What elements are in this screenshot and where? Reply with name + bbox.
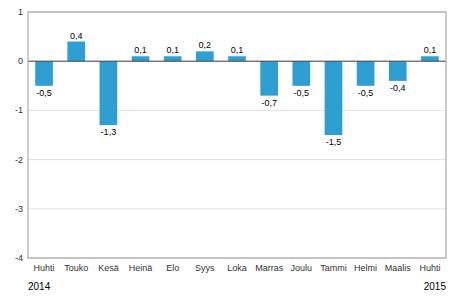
data-label: -1,5: [326, 137, 342, 147]
y-tick-label: -2: [15, 155, 23, 165]
data-label: -0,7: [261, 98, 277, 108]
bar: [421, 56, 439, 61]
bar: [67, 42, 85, 62]
annotation: 2014: [28, 281, 51, 292]
data-label: -0,5: [294, 88, 310, 98]
x-tick-label: Maalis: [385, 263, 412, 273]
grid-line: [28, 159, 446, 160]
data-label: 0,4: [70, 31, 83, 41]
x-tick-label: Loka: [227, 263, 247, 273]
x-tick-label: Touko: [64, 263, 88, 273]
bar: [132, 56, 150, 61]
bar: [35, 61, 53, 86]
x-tick-label: Kesä: [98, 263, 119, 273]
bar: [196, 51, 214, 61]
x-tick-label: Elo: [166, 263, 179, 273]
data-label: -1,3: [101, 127, 117, 137]
bar: [292, 61, 310, 86]
bar: [260, 61, 278, 95]
x-tick-label: Helmi: [354, 263, 377, 273]
x-tick-label: Marras: [255, 263, 284, 273]
x-tick-label: Joulu: [291, 263, 313, 273]
annotation: 2015: [424, 281, 447, 292]
zero-line: [28, 61, 446, 62]
x-tick-label: Huhti: [419, 263, 440, 273]
data-label: 0,1: [134, 45, 147, 55]
data-label: 0,1: [424, 45, 437, 55]
grid-line: [28, 61, 446, 62]
y-tick-label: -1: [15, 105, 23, 115]
x-tick-label: Tammi: [320, 263, 347, 273]
grid-line: [28, 208, 446, 209]
bar: [228, 56, 246, 61]
bar: [325, 61, 343, 135]
grid-line: [28, 110, 446, 111]
bar: [389, 61, 407, 81]
data-label: -0,5: [358, 88, 374, 98]
data-label: 0,2: [199, 40, 212, 50]
x-tick-label: Huhti: [34, 263, 55, 273]
x-tick-label: Syys: [195, 263, 215, 273]
y-tick-label: 0: [18, 56, 23, 66]
plot-frame: [28, 12, 446, 258]
y-tick-label: 1: [18, 7, 23, 17]
data-label: -0,5: [36, 88, 52, 98]
data-label: 0,1: [166, 45, 179, 55]
data-label: -0,4: [390, 83, 406, 93]
bar: [164, 56, 182, 61]
data-label: 0,1: [231, 45, 244, 55]
chart: -4 -3 -2 -1 0 1 -0,5 0,4 -1,3 0,1 0,1 0,2 0,1 -0,7 -0,…: [0, 0, 454, 302]
bar: [100, 61, 118, 125]
x-tick-label: Heinä: [129, 263, 153, 273]
y-tick-label: -3: [15, 204, 23, 214]
y-tick-label: -4: [15, 253, 23, 263]
bar: [357, 61, 375, 86]
